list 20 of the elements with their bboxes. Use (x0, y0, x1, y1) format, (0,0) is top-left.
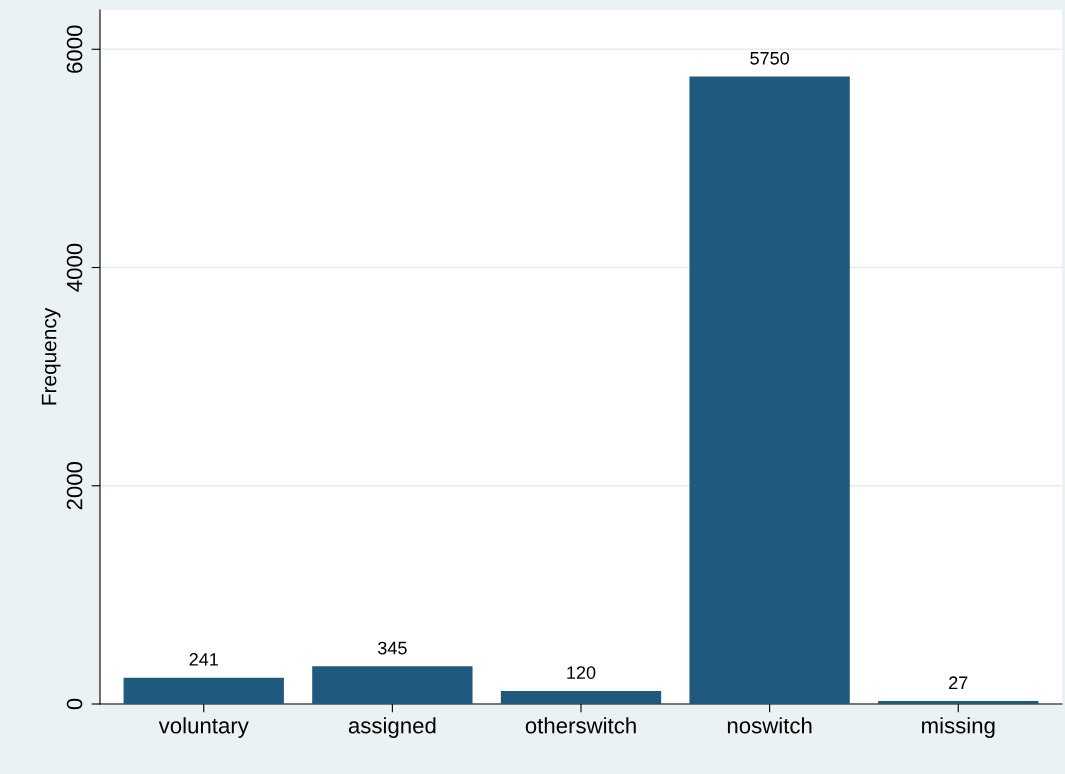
data-label: 120 (567, 666, 596, 679)
y-tick-label: 2000 (66, 461, 83, 510)
y-axis-title: Frequency (41, 307, 61, 405)
y-tick-label: 4000 (66, 243, 83, 292)
data-label: 345 (378, 641, 407, 655)
data-label: 27 (949, 676, 968, 689)
bar (689, 76, 850, 704)
bar (312, 666, 473, 704)
x-tick-label: assigned (348, 717, 436, 738)
data-label: 241 (189, 653, 218, 666)
y-tick-label: 0 (66, 698, 83, 710)
y-tick-label: 6000 (66, 25, 83, 73)
x-tick-label: otherswitch (525, 717, 636, 734)
x-tick-label: noswitch (727, 717, 812, 734)
x-tick-label: voluntary (158, 717, 249, 738)
bar (500, 690, 662, 704)
x-tick-label: missing (922, 717, 995, 738)
data-label: 5750 (750, 51, 790, 65)
bar (123, 677, 284, 704)
bar (878, 701, 1039, 704)
